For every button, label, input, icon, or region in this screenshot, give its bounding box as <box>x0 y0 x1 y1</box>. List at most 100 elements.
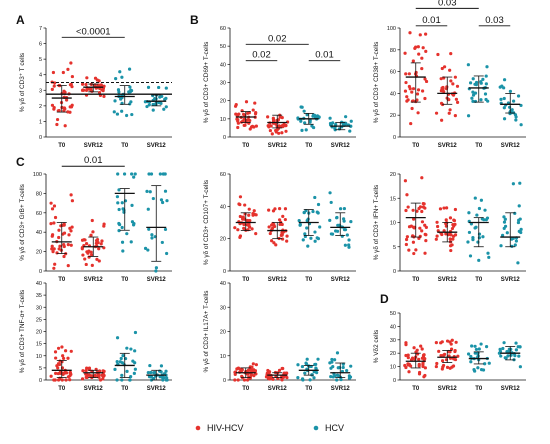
data-point <box>403 179 408 183</box>
data-point <box>420 347 424 351</box>
chart-panel-2: 0 10 20 30 40 50 60 % γδ of CD3+ CD69+ T-cells T… <box>190 13 356 149</box>
data-point <box>451 82 455 86</box>
data-point <box>241 217 245 221</box>
data-point <box>437 349 441 353</box>
data-point <box>404 80 408 85</box>
y-tick-label: 7 <box>39 26 42 32</box>
data-point <box>301 238 305 242</box>
data-point <box>404 365 408 370</box>
data-point <box>50 103 55 107</box>
data-point <box>50 207 55 211</box>
data-point <box>119 356 123 361</box>
y-tick-label: 60 <box>220 172 226 178</box>
x-tick-label: SVR12 <box>331 277 351 283</box>
data-point <box>328 191 332 195</box>
data-point <box>63 124 67 128</box>
data-point <box>434 341 438 345</box>
data-point <box>133 367 137 371</box>
significance-label: 0.01 <box>315 50 334 61</box>
data-point <box>53 350 58 354</box>
chart-panel-8: 0 10 20 30 40 % γδ of CD3+ IL17A+ T-cells T0 SV… <box>203 281 356 392</box>
data-point <box>504 356 508 360</box>
data-point <box>149 172 154 176</box>
data-point <box>442 206 446 210</box>
data-point <box>233 378 237 382</box>
data-point <box>151 108 155 112</box>
data-point <box>125 346 129 350</box>
data-point <box>308 119 312 123</box>
data-point <box>412 226 416 230</box>
data-point <box>101 369 105 373</box>
data-point <box>499 97 503 101</box>
data-point <box>130 172 134 176</box>
x-tick-label: SVR12 <box>438 277 458 283</box>
data-point <box>277 218 282 222</box>
data-point <box>336 223 340 227</box>
data-point <box>115 195 120 199</box>
data-point <box>148 190 152 194</box>
chart-panel-5: 0 20 40 60 % γδ of CD3+ CD107+ T-cells T0 SVR1… <box>203 172 356 283</box>
data-point <box>85 372 89 376</box>
data-point <box>120 373 124 377</box>
y-tick-label: 10 <box>36 354 42 360</box>
y-axis-label: % γδ of CD3+ CD107+ T-cells <box>203 180 210 265</box>
data-point <box>420 229 424 233</box>
chart-panel-1: 0 1 2 3 4 5 6 7 % γδ of CD3⁺ T cells T0 SVR12 T0 SVR… <box>16 13 172 149</box>
y-tick-label: 40 <box>390 324 396 330</box>
x-tick-label: T0 <box>242 143 250 149</box>
data-point <box>163 227 168 232</box>
data-point <box>277 131 281 135</box>
data-point <box>80 82 85 86</box>
data-point <box>267 370 272 374</box>
data-point <box>115 378 119 382</box>
data-point <box>87 255 91 259</box>
data-point <box>87 87 91 91</box>
data-point <box>115 360 119 364</box>
data-point <box>148 363 152 368</box>
data-point <box>53 262 57 266</box>
data-point <box>411 208 415 212</box>
y-tick-label: 40 <box>220 204 226 210</box>
data-point <box>424 32 428 36</box>
data-point <box>120 109 124 113</box>
y-axis-label: % Vδ2 cells <box>373 330 380 363</box>
data-point <box>347 374 351 378</box>
data-point <box>66 356 70 360</box>
data-point <box>423 96 427 101</box>
data-point <box>246 218 250 223</box>
data-point <box>333 358 337 362</box>
y-tick-label: 0 <box>223 269 226 275</box>
data-point <box>411 87 416 91</box>
data-point <box>448 68 452 72</box>
y-axis-label: % γδ of CD3⁺ T cells <box>19 53 26 112</box>
data-point <box>97 247 101 251</box>
data-point <box>132 175 136 179</box>
data-point <box>477 206 482 211</box>
data-point <box>308 378 312 382</box>
data-point <box>483 208 487 212</box>
data-point <box>404 72 408 76</box>
data-point <box>302 109 306 113</box>
data-point <box>53 215 58 220</box>
data-point <box>519 123 523 127</box>
data-point <box>132 371 136 375</box>
data-point <box>486 251 490 255</box>
y-tick-label: 80 <box>36 191 42 197</box>
data-point <box>236 228 240 232</box>
y-tick-label: 40 <box>36 281 42 287</box>
data-point <box>449 347 454 351</box>
data-point <box>451 237 455 241</box>
data-point <box>334 122 338 127</box>
data-point <box>435 220 439 224</box>
data-point <box>237 112 241 116</box>
data-point <box>69 229 73 233</box>
data-point <box>236 125 240 130</box>
data-point <box>254 232 258 236</box>
chart-panel-6: 0 5 10 15 20 % γδ of CD3+ IFN+ T-cells T0 SVR12… <box>373 172 526 283</box>
data-point <box>281 124 285 129</box>
data-point <box>234 112 238 116</box>
data-point <box>272 241 276 245</box>
data-point <box>87 373 91 377</box>
y-tick-label: 6 <box>39 42 42 48</box>
data-point <box>268 128 272 133</box>
